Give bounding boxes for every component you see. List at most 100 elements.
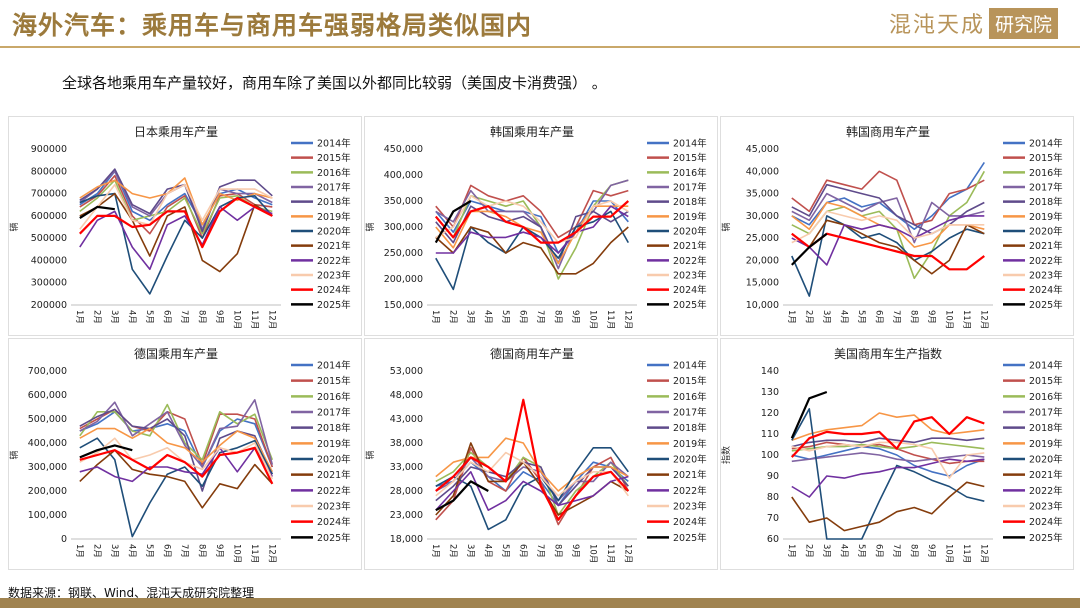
legend-label: 2022年 (673, 255, 707, 267)
legend-label: 2020年 (317, 454, 351, 466)
y-tick-label: 120 (761, 408, 779, 419)
series-line (435, 210, 629, 291)
x-tick-label: 2月 (803, 310, 813, 324)
x-tick-label: 12月 (266, 310, 276, 329)
y-tick-label: 35,000 (746, 189, 779, 200)
series-line (791, 481, 985, 532)
y-tick-label: 33,000 (390, 462, 423, 473)
legend-label: 2014年 (317, 360, 351, 372)
x-tick-label: 1月 (786, 310, 796, 324)
series-line (790, 416, 985, 458)
legend-label: 2015年 (673, 152, 707, 164)
y-tick-label: 200,000 (384, 274, 423, 285)
series-line (791, 232, 828, 266)
legend-label: 2018年 (673, 422, 707, 434)
x-tick-label: 4月 (838, 544, 848, 558)
legend-label: 2025年 (317, 532, 351, 544)
y-tick-label: 400000 (31, 255, 67, 266)
x-tick-label: 8月 (552, 544, 562, 558)
legend-label: 2022年 (317, 485, 351, 497)
y-tick-label: 60 (767, 534, 779, 545)
legend-label: 2017年 (317, 407, 351, 419)
legend-label: 2025年 (673, 532, 707, 544)
y-tick-label: 10,000 (746, 300, 779, 311)
series-line (79, 449, 273, 509)
x-tick-label: 11月 (605, 310, 615, 329)
x-tick-label: 8月 (908, 310, 918, 324)
x-tick-label: 10月 (943, 544, 953, 563)
series-line (79, 192, 273, 295)
y-tick-label: 30,000 (746, 211, 779, 222)
series-line (79, 444, 133, 459)
legend-label: 2017年 (673, 407, 707, 419)
chart-panel-germany-pv: 德国乘用车产量辆 0 100,000 200,000 300,000 400,000 500… (8, 338, 362, 570)
x-tick-label: 9月 (570, 544, 580, 558)
chart-title: 德国乘用车产量 (134, 346, 218, 361)
legend-label: 2023年 (1029, 270, 1063, 282)
series-line (79, 168, 273, 233)
series-line (79, 205, 115, 220)
legend-label: 2024年 (317, 284, 351, 296)
x-tick-label: 9月 (926, 310, 936, 324)
y-tick-label: 38,000 (390, 438, 423, 449)
y-tick-label: 500000 (31, 233, 67, 244)
series-line (791, 210, 985, 244)
y-tick-label: 23,000 (390, 510, 423, 521)
header: 海外汽车：乘用车与商用车强弱格局类似国内 混沌天成 研究院 (0, 0, 1080, 46)
legend-label: 2015年 (1029, 152, 1063, 164)
series-line (791, 458, 985, 498)
legend-label: 2023年 (1029, 501, 1063, 513)
legend-label: 2021年 (673, 240, 707, 252)
legend-label: 2020年 (1029, 226, 1063, 238)
x-tick-label: 1月 (74, 544, 84, 558)
x-tick-label: 4月 (482, 310, 492, 324)
legend-label: 2024年 (673, 284, 707, 296)
y-tick-label: 48,000 (390, 390, 423, 401)
y-tick-label: 800000 (31, 166, 67, 177)
series-line (791, 441, 985, 479)
x-tick-label: 5月 (500, 544, 510, 558)
y-axis-label: 辆 (365, 450, 376, 459)
x-tick-label: 10月 (943, 310, 953, 329)
chart-title: 日本乘用车产量 (134, 124, 218, 139)
y-tick-label: 300,000 (384, 222, 423, 233)
y-tick-label: 350,000 (384, 196, 423, 207)
series-line (791, 412, 985, 442)
x-tick-label: 10月 (231, 544, 241, 563)
legend-label: 2019年 (673, 438, 707, 450)
legend-label: 2024年 (317, 516, 351, 528)
legend-label: 2023年 (673, 270, 707, 282)
y-tick-label: 300,000 (28, 462, 67, 473)
y-tick-label: 80 (767, 492, 779, 503)
legend-label: 2014年 (673, 360, 707, 372)
legend-label: 2014年 (1029, 360, 1063, 372)
x-tick-label: 9月 (570, 310, 580, 324)
series-line (435, 195, 629, 244)
company-logo: 混沌天成 研究院 (889, 6, 1058, 40)
legend-label: 2018年 (1029, 196, 1063, 208)
legend-label: 2021年 (1029, 469, 1063, 481)
legend-label: 2025年 (1029, 532, 1063, 544)
y-tick-label: 40,000 (746, 166, 779, 177)
series-line (791, 452, 985, 463)
x-tick-label: 4月 (126, 310, 136, 324)
legend-label: 2023年 (673, 501, 707, 513)
legend-label: 2020年 (673, 454, 707, 466)
y-tick-label: 600000 (31, 211, 67, 222)
y-tick-label: 500,000 (28, 414, 67, 425)
x-tick-label: 5月 (500, 310, 510, 324)
y-tick-label: 100 (761, 450, 779, 461)
x-tick-label: 9月 (214, 544, 224, 558)
x-tick-label: 7月 (179, 544, 189, 558)
legend-label: 2019年 (1029, 438, 1063, 450)
series-line (791, 441, 985, 465)
series-line (791, 408, 985, 540)
x-tick-label: 7月 (891, 544, 901, 558)
chart-title: 韩国乘用车产量 (490, 124, 574, 139)
legend-label: 2015年 (317, 375, 351, 387)
series-line (791, 215, 985, 297)
series-line (435, 480, 489, 512)
series-line (79, 206, 273, 271)
x-tick-label: 4月 (126, 544, 136, 558)
